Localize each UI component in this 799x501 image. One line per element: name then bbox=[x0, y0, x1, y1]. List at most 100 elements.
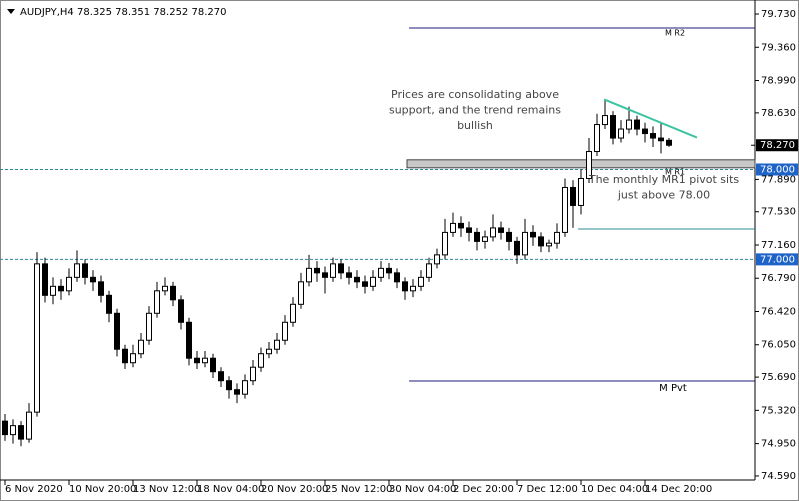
candle-body bbox=[434, 254, 440, 265]
x-tick-label: 7 Dec 12:00 bbox=[517, 484, 578, 495]
x-tick-label: 25 Nov 12:00 bbox=[325, 484, 392, 495]
candle-body bbox=[530, 231, 536, 238]
annotation: The monthly MR1 pivot sits bbox=[588, 173, 740, 186]
candle-body bbox=[314, 267, 320, 274]
candle-body bbox=[514, 240, 520, 256]
x-tick-label: 20 Nov 20:00 bbox=[261, 484, 328, 495]
chart-title: AUDJPY,H4 78.325 78.351 78.252 78.270 bbox=[20, 7, 226, 18]
candle-body bbox=[266, 348, 272, 355]
candle-body bbox=[450, 222, 456, 233]
candle-body bbox=[74, 263, 80, 278]
y-tick-label: 76.050 bbox=[761, 340, 796, 351]
candle-body bbox=[474, 231, 480, 242]
pivot-label: M R2 bbox=[665, 29, 685, 38]
candle-body bbox=[490, 227, 496, 238]
x-tick-label: 14 Dec 20:00 bbox=[645, 484, 712, 495]
candle-body bbox=[218, 371, 224, 382]
candle-body bbox=[338, 263, 344, 274]
candle-body bbox=[2, 420, 8, 436]
candle-body bbox=[634, 119, 640, 130]
candle-body bbox=[186, 321, 192, 359]
candle-body bbox=[66, 276, 72, 292]
y-tick-label: 77.160 bbox=[761, 240, 796, 251]
annotation: Prices are consolidating above bbox=[391, 88, 559, 101]
candle-body bbox=[554, 231, 560, 244]
candle-body bbox=[578, 177, 584, 206]
candle-body bbox=[322, 272, 328, 278]
candle-body bbox=[650, 133, 656, 139]
candle-body bbox=[330, 263, 336, 278]
candle-body bbox=[202, 357, 208, 364]
y-tick-label: 74.950 bbox=[761, 439, 796, 450]
candle-body bbox=[106, 294, 112, 314]
candle-body bbox=[666, 139, 672, 146]
x-tick-label: 13 Nov 12:00 bbox=[133, 484, 200, 495]
candle-body bbox=[602, 115, 608, 126]
current-price-box bbox=[756, 139, 798, 152]
level-box bbox=[756, 253, 798, 266]
candle-body bbox=[658, 137, 664, 142]
x-tick-label: 18 Nov 04:00 bbox=[197, 484, 264, 495]
y-tick-label: 78.990 bbox=[761, 76, 796, 87]
candle-body bbox=[346, 272, 352, 278]
candle-body bbox=[418, 276, 424, 287]
candle-body bbox=[618, 128, 624, 139]
y-tick-label: 74.590 bbox=[761, 471, 796, 482]
candle-body bbox=[362, 281, 368, 287]
y-tick-label: 77.530 bbox=[761, 207, 796, 218]
menu-arrow[interactable] bbox=[7, 9, 15, 14]
y-tick-label: 79.360 bbox=[761, 42, 796, 53]
current-price-label: 78.270 bbox=[760, 140, 795, 151]
candle-body bbox=[34, 263, 40, 413]
candle-body bbox=[306, 267, 312, 283]
candle-body bbox=[538, 236, 544, 247]
candle-body bbox=[642, 128, 648, 135]
x-tick-label: 6 Nov 2020 bbox=[5, 484, 63, 495]
candle-body bbox=[274, 339, 280, 350]
candle-body bbox=[162, 285, 168, 292]
candle-body bbox=[354, 276, 360, 283]
candle-body bbox=[242, 380, 248, 395]
candle-body bbox=[386, 267, 392, 274]
candle-body bbox=[498, 227, 504, 233]
candle-body bbox=[10, 425, 16, 436]
level-label: 78.000 bbox=[760, 164, 795, 175]
candle-body bbox=[546, 242, 552, 247]
candle-body bbox=[586, 151, 592, 179]
candle-body bbox=[426, 263, 432, 278]
candle-body bbox=[114, 312, 120, 350]
candle-body bbox=[522, 231, 528, 256]
candle-body bbox=[250, 366, 256, 382]
candle-body bbox=[258, 353, 264, 368]
y-tick-label: 79.730 bbox=[761, 9, 796, 20]
candle-body bbox=[506, 231, 512, 242]
annotation: bullish bbox=[457, 119, 493, 132]
y-tick-label: 75.690 bbox=[761, 372, 796, 383]
candle-body bbox=[482, 236, 488, 242]
level-box bbox=[756, 163, 798, 176]
candle-body bbox=[610, 115, 616, 139]
candle-body bbox=[594, 124, 600, 153]
candle-body bbox=[98, 281, 104, 296]
candle-body bbox=[210, 357, 216, 373]
candle-body bbox=[394, 272, 400, 283]
candle-body bbox=[170, 285, 176, 301]
candle-body bbox=[298, 281, 304, 305]
pivot-label: M Pvt bbox=[659, 383, 687, 394]
candle-body bbox=[122, 348, 128, 364]
candle-body bbox=[42, 263, 48, 296]
candle-body bbox=[226, 380, 232, 391]
candle-body bbox=[410, 285, 416, 292]
candle-body bbox=[146, 312, 152, 341]
x-tick-label: 2 Dec 20:00 bbox=[453, 484, 514, 495]
candle-body bbox=[178, 299, 184, 323]
candle-body bbox=[370, 276, 376, 287]
level-label: 77.000 bbox=[760, 254, 795, 265]
candle-body bbox=[442, 231, 448, 256]
candle-body bbox=[626, 119, 632, 130]
y-tick-label: 76.420 bbox=[761, 306, 796, 317]
candle-body bbox=[290, 303, 296, 323]
annotation: support, and the trend remains bbox=[389, 104, 561, 117]
